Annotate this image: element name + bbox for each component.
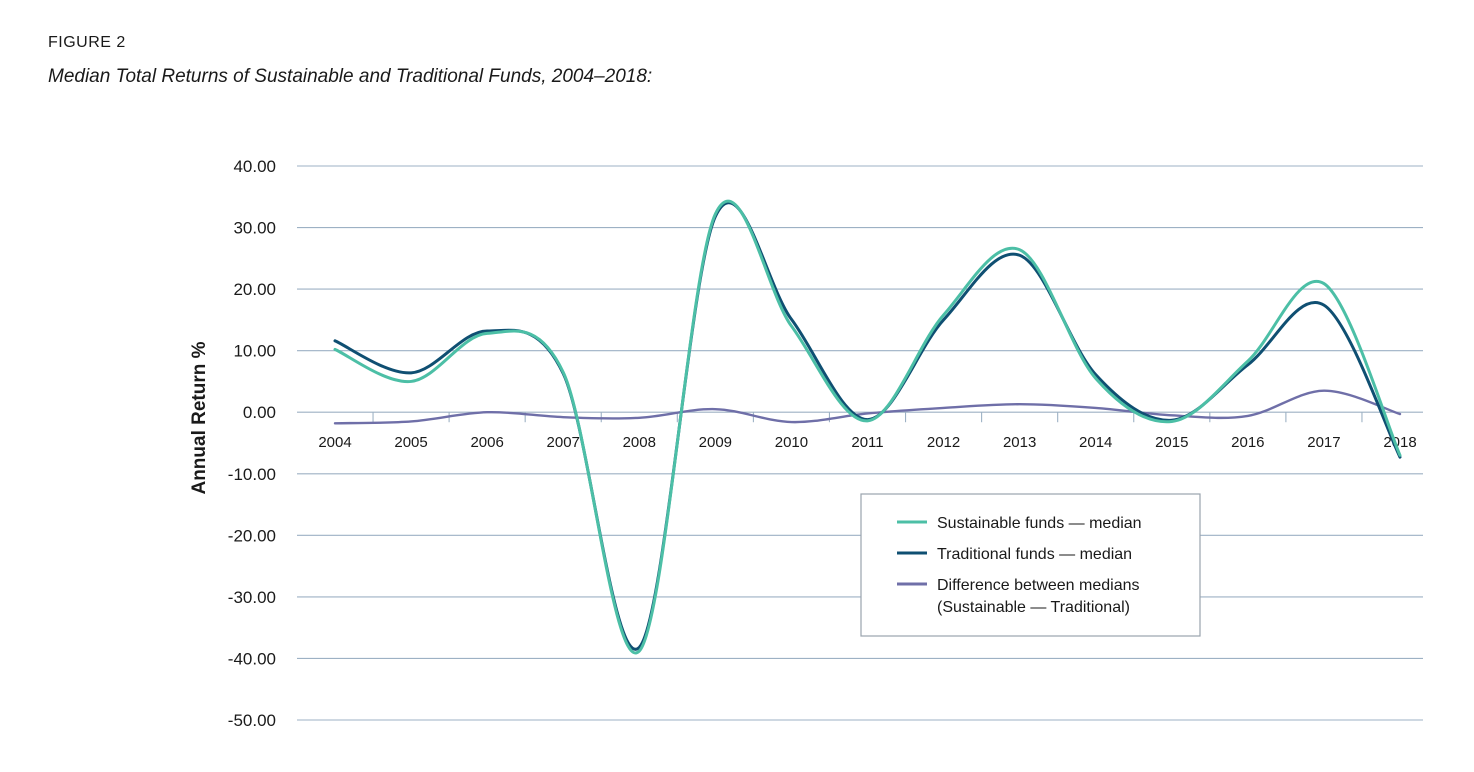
x-tick-label: 2010 <box>775 434 808 451</box>
x-tick-label: 2012 <box>927 434 960 451</box>
x-tick-label: 2013 <box>1003 434 1036 451</box>
legend: Sustainable funds — median Traditional f… <box>860 493 1201 637</box>
x-tick-label: 2006 <box>470 434 503 451</box>
series-line-difference <box>333 389 1402 425</box>
legend-label-difference-line2: (Sustainable — Traditional) <box>937 599 1130 616</box>
series-line-sustainable <box>333 199 1402 655</box>
x-tick-label: 2009 <box>699 434 732 451</box>
y-tick-label: 20.00 <box>233 280 276 299</box>
series-lines <box>333 199 1402 655</box>
y-tick-label: 10.00 <box>233 342 276 361</box>
figure-label: FIGURE 2 <box>48 34 126 51</box>
y-tick-label: -30.00 <box>228 588 276 607</box>
y-tick-label: -50.00 <box>228 711 276 730</box>
y-tick-label: -10.00 <box>228 465 276 484</box>
x-tick-label: 2011 <box>851 434 883 451</box>
x-tick-label: 2018 <box>1383 434 1416 451</box>
x-tick-label: 2008 <box>623 434 656 451</box>
x-tick-label: 2014 <box>1079 434 1112 451</box>
y-tick-label: -40.00 <box>228 649 276 668</box>
y-tick-label: 40.00 <box>233 157 276 176</box>
legend-box <box>860 493 1201 637</box>
y-tick-label: 30.00 <box>233 219 276 238</box>
x-tick-label: 2004 <box>318 434 351 451</box>
legend-label-difference: Difference between medians <box>937 577 1140 594</box>
x-tick-label: 2017 <box>1307 434 1340 451</box>
x-tick-label: 2015 <box>1155 434 1188 451</box>
x-tick-label: 2007 <box>547 434 580 451</box>
legend-label-traditional: Traditional funds — median <box>937 546 1132 563</box>
legend-label-sustainable: Sustainable funds — median <box>937 515 1142 532</box>
x-tick-label: 2005 <box>394 434 427 451</box>
x-axis: 2004 2005 2006 2007 2008 2009 2010 2011 2012 2013… <box>318 412 1417 451</box>
y-tick-label: -20.00 <box>228 526 276 545</box>
y-tick-label: 0.00 <box>243 403 276 422</box>
y-axis-label: Annual Return % <box>189 341 210 494</box>
x-tick-label: 2016 <box>1231 434 1264 451</box>
figure-title: Median Total Returns of Sustainable and … <box>48 66 653 87</box>
gridlines <box>297 165 1423 721</box>
y-axis-ticks: 40.00 30.00 20.00 10.00 0.00 -10.00 -20.00 -30.… <box>228 157 276 730</box>
